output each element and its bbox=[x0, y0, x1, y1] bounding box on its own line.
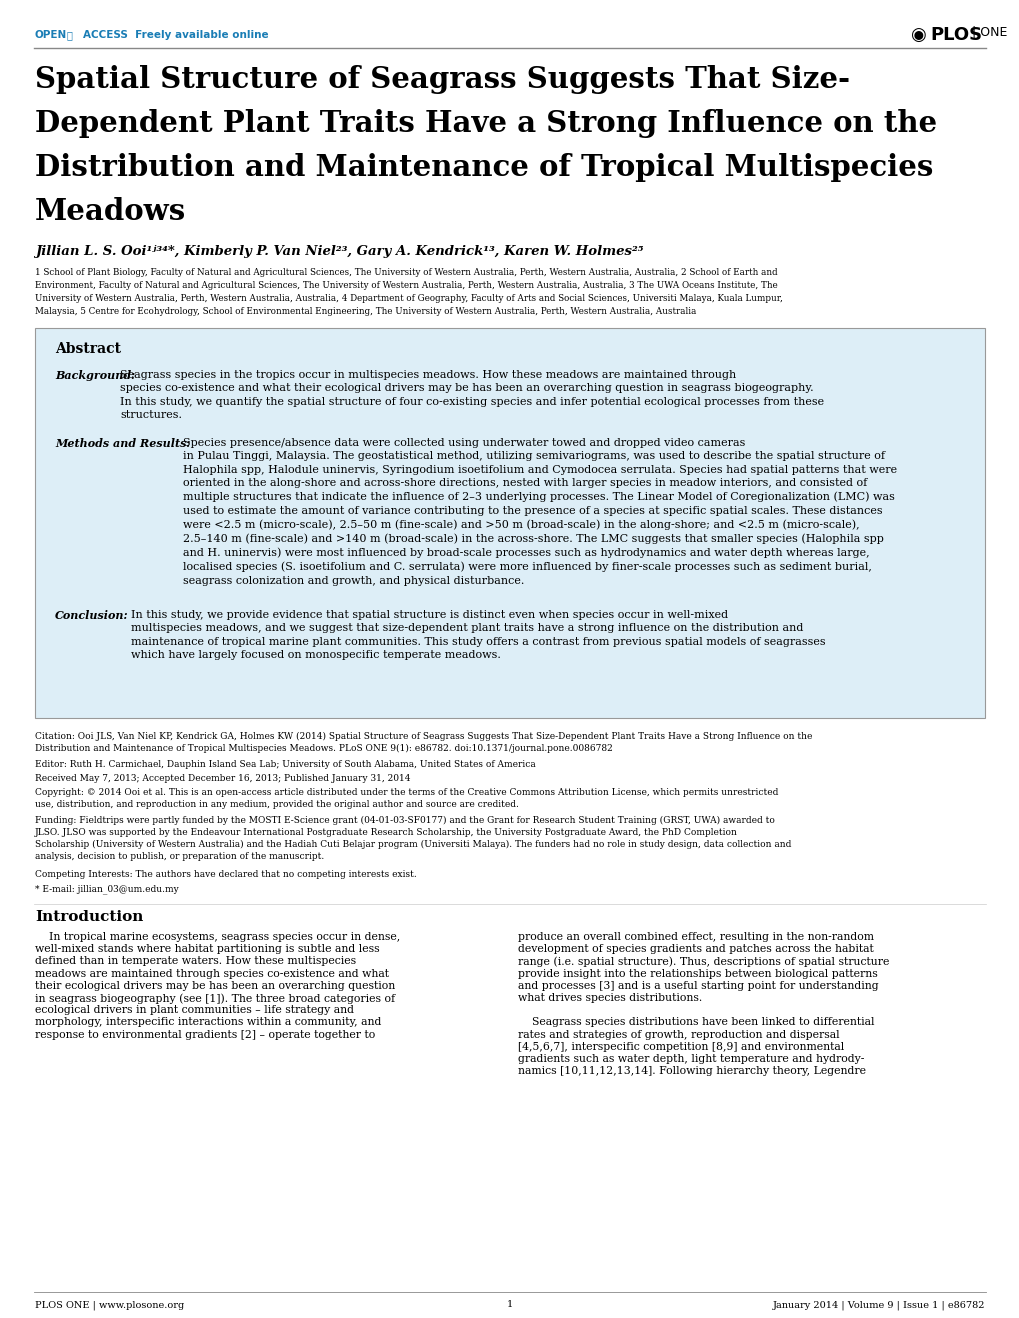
Text: Competing Interests: The authors have declared that no competing interests exist: Competing Interests: The authors have de… bbox=[35, 870, 417, 879]
Text: Meadows: Meadows bbox=[35, 196, 186, 225]
Text: response to environmental gradients [2] – operate together to: response to environmental gradients [2] … bbox=[35, 1029, 375, 1040]
Text: Seagrass species distributions have been linked to differential: Seagrass species distributions have been… bbox=[518, 1017, 873, 1028]
Text: their ecological drivers may be has been an overarching question: their ecological drivers may be has been… bbox=[35, 981, 395, 991]
Text: Spatial Structure of Seagrass Suggests That Size-: Spatial Structure of Seagrass Suggests T… bbox=[35, 65, 849, 94]
Text: ◉: ◉ bbox=[909, 26, 925, 43]
Text: ACCESS  Freely available online: ACCESS Freely available online bbox=[83, 30, 268, 40]
Text: January 2014 | Volume 9 | Issue 1 | e86782: January 2014 | Volume 9 | Issue 1 | e867… bbox=[771, 1300, 984, 1310]
Text: PLOS ONE | www.plosone.org: PLOS ONE | www.plosone.org bbox=[35, 1300, 184, 1310]
Text: range (i.e. spatial structure). Thus, descriptions of spatial structure: range (i.e. spatial structure). Thus, de… bbox=[518, 957, 889, 967]
Text: JLSO. JLSO was supported by the Endeavour International Postgraduate Research Sc: JLSO. JLSO was supported by the Endeavou… bbox=[35, 828, 737, 837]
Text: Distribution and Maintenance of Tropical Multispecies: Distribution and Maintenance of Tropical… bbox=[35, 153, 932, 182]
Text: Methods and Results:: Methods and Results: bbox=[55, 438, 191, 449]
Text: 🔓: 🔓 bbox=[67, 30, 72, 40]
Text: Editor: Ruth H. Carmichael, Dauphin Island Sea Lab; University of South Alabama,: Editor: Ruth H. Carmichael, Dauphin Isla… bbox=[35, 760, 535, 768]
Text: OPEN: OPEN bbox=[35, 30, 67, 40]
Text: Abstract: Abstract bbox=[55, 341, 121, 356]
Text: PLOS: PLOS bbox=[929, 26, 981, 43]
Text: Jillian L. S. Ooi¹ʲ³⁴*, Kimberly P. Van Niel²³, Gary A. Kendrick¹³, Karen W. Hol: Jillian L. S. Ooi¹ʲ³⁴*, Kimberly P. Van … bbox=[35, 245, 643, 258]
Text: Distribution and Maintenance of Tropical Multispecies Meadows. PLoS ONE 9(1): e8: Distribution and Maintenance of Tropical… bbox=[35, 743, 612, 753]
Text: produce an overall combined effect, resulting in the non-random: produce an overall combined effect, resu… bbox=[518, 932, 873, 942]
Text: meadows are maintained through species co-existence and what: meadows are maintained through species c… bbox=[35, 969, 388, 978]
Text: | ONE: | ONE bbox=[971, 26, 1007, 40]
Text: Introduction: Introduction bbox=[35, 909, 144, 924]
Text: development of species gradients and patches across the habitat: development of species gradients and pat… bbox=[518, 944, 873, 954]
Text: morphology, interspecific interactions within a community, and: morphology, interspecific interactions w… bbox=[35, 1017, 381, 1028]
Text: gradients such as water depth, light temperature and hydrody-: gradients such as water depth, light tem… bbox=[518, 1054, 863, 1064]
Text: in seagrass biogeography (see [1]). The three broad categories of: in seagrass biogeography (see [1]). The … bbox=[35, 992, 394, 1003]
Text: provide insight into the relationships between biological patterns: provide insight into the relationships b… bbox=[518, 969, 877, 978]
Text: Dependent Plant Traits Have a Strong Influence on the: Dependent Plant Traits Have a Strong Inf… bbox=[35, 109, 936, 138]
Text: * E-mail: jillian_03@um.edu.my: * E-mail: jillian_03@um.edu.my bbox=[35, 884, 178, 894]
Text: and processes [3] and is a useful starting point for understanding: and processes [3] and is a useful starti… bbox=[518, 981, 877, 991]
Text: Citation: Ooi JLS, Van Niel KP, Kendrick GA, Holmes KW (2014) Spatial Structure : Citation: Ooi JLS, Van Niel KP, Kendrick… bbox=[35, 731, 811, 741]
Text: defined than in temperate waters. How these multispecies: defined than in temperate waters. How th… bbox=[35, 957, 356, 966]
Text: [4,5,6,7], interspecific competition [8,9] and environmental: [4,5,6,7], interspecific competition [8,… bbox=[518, 1041, 844, 1052]
Text: namics [10,11,12,13,14]. Following hierarchy theory, Legendre: namics [10,11,12,13,14]. Following hiera… bbox=[518, 1066, 865, 1077]
Text: Funding: Fieldtrips were partly funded by the MOSTI E-Science grant (04-01-03-SF: Funding: Fieldtrips were partly funded b… bbox=[35, 816, 774, 825]
Text: 1 School of Plant Biology, Faculty of Natural and Agricultural Sciences, The Uni: 1 School of Plant Biology, Faculty of Na… bbox=[35, 268, 776, 277]
Text: Species presence/absence data were collected using underwater towed and dropped : Species presence/absence data were colle… bbox=[182, 438, 897, 585]
Text: analysis, decision to publish, or preparation of the manuscript.: analysis, decision to publish, or prepar… bbox=[35, 851, 324, 861]
Text: University of Western Australia, Perth, Western Australia, Australia, 4 Departme: University of Western Australia, Perth, … bbox=[35, 294, 783, 303]
Text: what drives species distributions.: what drives species distributions. bbox=[518, 992, 701, 1003]
Text: 1: 1 bbox=[506, 1300, 513, 1309]
Text: Seagrass species in the tropics occur in multispecies meadows. How these meadows: Seagrass species in the tropics occur in… bbox=[120, 370, 823, 420]
Text: Scholarship (University of Western Australia) and the Hadiah Cuti Belajar progra: Scholarship (University of Western Austr… bbox=[35, 840, 791, 849]
Text: Environment, Faculty of Natural and Agricultural Sciences, The University of Wes: Environment, Faculty of Natural and Agri… bbox=[35, 281, 777, 290]
Text: ecological drivers in plant communities – life strategy and: ecological drivers in plant communities … bbox=[35, 1006, 354, 1015]
Text: Received May 7, 2013; Accepted December 16, 2013; Published January 31, 2014: Received May 7, 2013; Accepted December … bbox=[35, 774, 410, 783]
Text: rates and strategies of growth, reproduction and dispersal: rates and strategies of growth, reproduc… bbox=[518, 1029, 839, 1040]
Text: In this study, we provide evidence that spatial structure is distinct even when : In this study, we provide evidence that … bbox=[130, 610, 824, 660]
Text: In tropical marine ecosystems, seagrass species occur in dense,: In tropical marine ecosystems, seagrass … bbox=[35, 932, 399, 942]
Text: Copyright: © 2014 Ooi et al. This is an open-access article distributed under th: Copyright: © 2014 Ooi et al. This is an … bbox=[35, 788, 777, 797]
Text: Background:: Background: bbox=[55, 370, 136, 381]
Text: use, distribution, and reproduction in any medium, provided the original author : use, distribution, and reproduction in a… bbox=[35, 800, 519, 809]
Text: Malaysia, 5 Centre for Ecohydrology, School of Environmental Engineering, The Un: Malaysia, 5 Centre for Ecohydrology, Sch… bbox=[35, 307, 696, 316]
Text: Conclusion:: Conclusion: bbox=[55, 610, 128, 621]
FancyBboxPatch shape bbox=[35, 328, 984, 718]
Text: well-mixed stands where habitat partitioning is subtle and less: well-mixed stands where habitat partitio… bbox=[35, 944, 379, 954]
